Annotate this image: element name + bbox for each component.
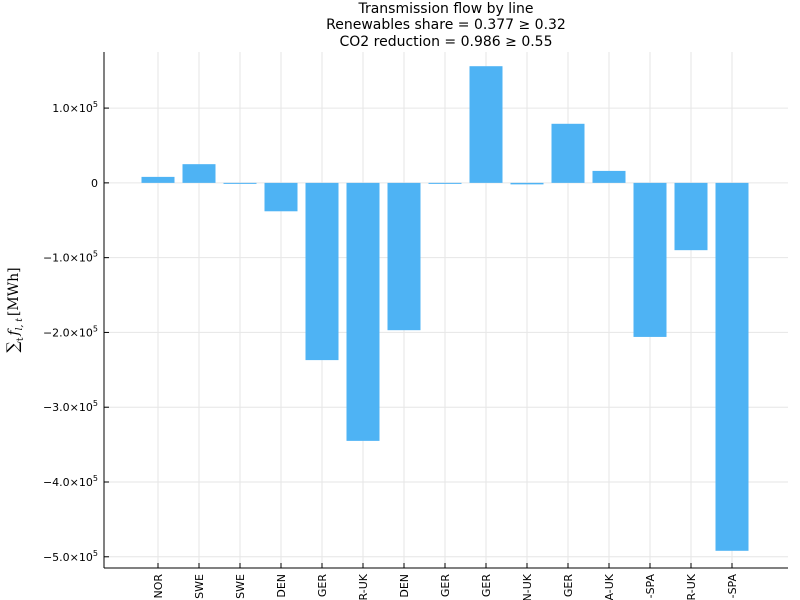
x-tick-label: GER	[480, 574, 493, 597]
x-tick-label: R-UK	[357, 573, 370, 600]
bar	[510, 182, 544, 185]
x-tick-label: -SPA	[644, 574, 657, 599]
y-tick-label-base: 0	[91, 177, 98, 190]
y-label-sum-sub: t	[16, 337, 26, 341]
y-tick-label-base: 1.0×10	[52, 102, 93, 115]
y-label-var-sub: l, t	[15, 318, 25, 331]
y-tick-label: −3.0×105	[43, 399, 98, 414]
bar	[223, 182, 257, 184]
x-tick-label: GER	[439, 574, 452, 597]
bar	[715, 182, 749, 551]
x-tick-label: SWE	[193, 574, 206, 599]
bar	[633, 182, 667, 337]
y-tick-label: −5.0×105	[43, 549, 98, 564]
bar	[428, 182, 462, 184]
bars	[141, 66, 749, 551]
y-axis-label: ∑tfl, t [MWh]	[3, 267, 26, 352]
bar	[674, 182, 708, 251]
x-tick-label: DEN	[398, 574, 411, 598]
bar	[387, 182, 421, 331]
y-tick-label: −4.0×105	[43, 474, 98, 489]
x-tick-labels: NOR SWE SWE DEN GER R-UK DEN GER GER N-UK GER A-UK -…	[152, 573, 739, 600]
bar	[264, 182, 298, 212]
bar	[182, 164, 216, 183]
bar	[305, 182, 339, 361]
x-tick-label: A-UK	[603, 573, 616, 600]
x-tick-label: SWE	[234, 574, 247, 599]
chart-title-line-3: CO2 reduction = 0.986 ≥ 0.55	[339, 34, 552, 50]
y-label-var: f	[6, 328, 22, 337]
y-tick-label-exponent: 5	[93, 474, 98, 483]
y-tick-label: 1.0×105	[52, 100, 98, 115]
y-label-unit: [MWh]	[6, 267, 22, 316]
bar	[469, 66, 503, 183]
x-tick-label: GER	[316, 574, 329, 597]
y-tick-label-exponent: 5	[93, 250, 98, 259]
y-tick-label-exponent: 5	[93, 549, 98, 558]
x-tick-label: N-UK	[521, 573, 534, 600]
y-tick-label-exponent: 5	[93, 324, 98, 333]
y-tick-label-base: −5.0×10	[43, 551, 93, 564]
y-tick-label-exponent: 5	[93, 399, 98, 408]
y-tick-labels: 1.0×1050−1.0×105−2.0×105−3.0×105−4.0×105…	[43, 100, 98, 564]
y-tick-label: −1.0×105	[43, 250, 98, 265]
x-tick-label: GER	[562, 574, 575, 597]
y-tick-label-base: −1.0×10	[43, 252, 93, 265]
bar	[551, 123, 585, 183]
y-tick-label: −2.0×105	[43, 324, 98, 339]
chart-title-line-1: Transmission flow by line	[357, 1, 533, 17]
y-tick-label-base: −4.0×10	[43, 476, 93, 489]
x-tick-label: DEN	[275, 574, 288, 598]
y-tick-label: 0	[91, 177, 98, 190]
x-tick-label: R-UK	[685, 573, 698, 600]
grid	[104, 52, 788, 568]
bar	[141, 176, 175, 183]
y-tick-label-base: −3.0×10	[43, 401, 93, 414]
axes	[103, 52, 788, 569]
y-label-sum: ∑	[3, 341, 22, 353]
bar	[592, 170, 626, 183]
chart-title-line-2: Renewables share = 0.377 ≥ 0.32	[326, 17, 566, 33]
y-tick-label-exponent: 5	[93, 100, 98, 109]
y-tick-label-base: −2.0×10	[43, 326, 93, 339]
x-tick-label: NOR	[152, 574, 165, 599]
bar	[346, 182, 380, 441]
x-tick-label: -SPA	[726, 574, 739, 599]
